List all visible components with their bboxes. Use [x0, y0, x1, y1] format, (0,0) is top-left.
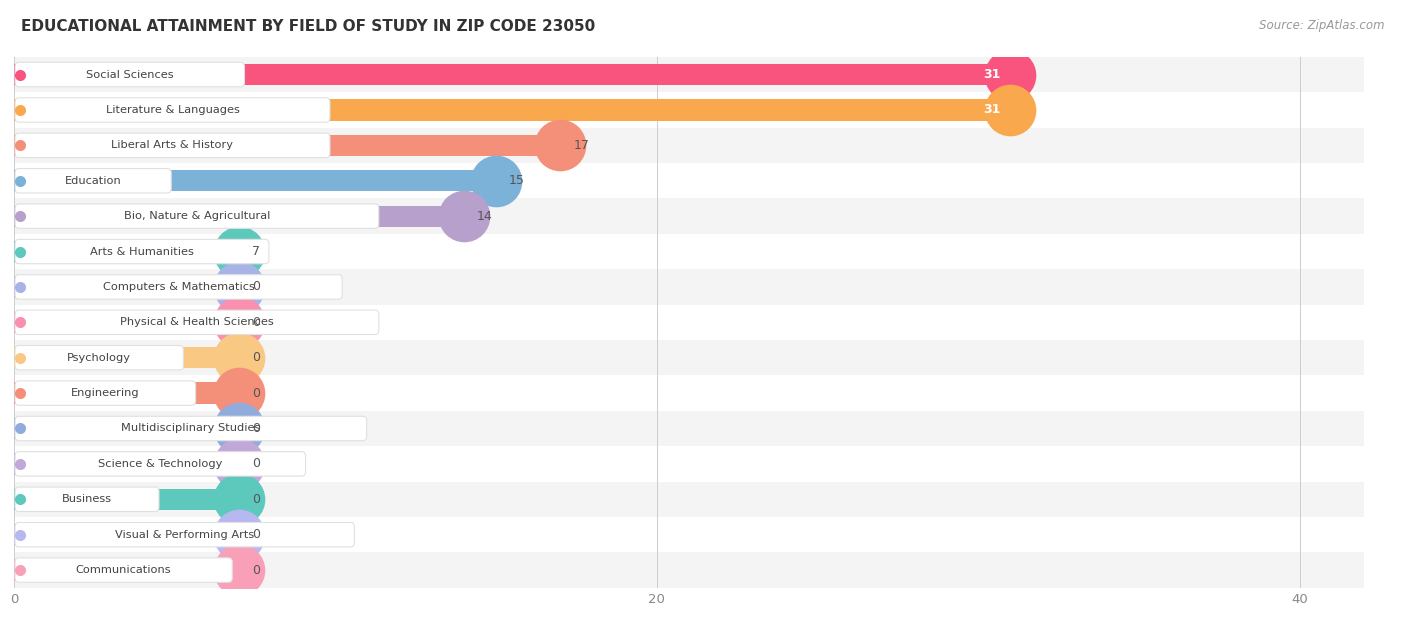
Text: Source: ZipAtlas.com: Source: ZipAtlas.com: [1260, 19, 1385, 32]
Bar: [14, 276, 239, 298]
FancyBboxPatch shape: [15, 523, 354, 547]
Text: Visual & Performing Arts: Visual & Performing Arts: [115, 530, 254, 540]
FancyBboxPatch shape: [15, 346, 183, 370]
Bar: [14, 347, 239, 368]
FancyBboxPatch shape: [15, 98, 330, 122]
Text: Multidisciplinary Studies: Multidisciplinary Studies: [121, 423, 260, 434]
Text: 31: 31: [983, 104, 1001, 116]
Bar: [14, 517, 1364, 552]
Text: 0: 0: [252, 387, 260, 399]
Bar: [14, 482, 1364, 517]
Bar: [14, 453, 239, 475]
Text: Arts & Humanities: Arts & Humanities: [90, 246, 194, 257]
Bar: [14, 312, 239, 333]
FancyBboxPatch shape: [15, 416, 367, 441]
Bar: [14, 170, 496, 191]
FancyBboxPatch shape: [15, 275, 342, 299]
Text: 7: 7: [252, 245, 260, 258]
FancyBboxPatch shape: [15, 204, 378, 228]
Text: 0: 0: [252, 564, 260, 576]
Text: 0: 0: [252, 351, 260, 364]
Bar: [14, 375, 1364, 411]
Text: Social Sciences: Social Sciences: [86, 70, 173, 80]
FancyBboxPatch shape: [15, 169, 172, 193]
FancyBboxPatch shape: [15, 240, 269, 264]
Text: 0: 0: [252, 528, 260, 541]
Text: Physical & Health Sciences: Physical & Health Sciences: [120, 317, 274, 327]
Bar: [14, 128, 1364, 163]
Bar: [14, 489, 239, 510]
Text: Engineering: Engineering: [72, 388, 139, 398]
Text: 0: 0: [252, 458, 260, 470]
Text: 0: 0: [252, 493, 260, 506]
FancyBboxPatch shape: [15, 452, 305, 476]
Text: 0: 0: [252, 422, 260, 435]
Bar: [14, 99, 1011, 121]
Bar: [14, 57, 1364, 92]
Bar: [14, 418, 239, 439]
Text: Psychology: Psychology: [67, 353, 131, 363]
FancyBboxPatch shape: [15, 310, 378, 334]
FancyBboxPatch shape: [15, 133, 330, 157]
Text: 0: 0: [252, 316, 260, 329]
Text: Communications: Communications: [76, 565, 172, 575]
Text: 17: 17: [574, 139, 589, 152]
FancyBboxPatch shape: [15, 487, 159, 511]
FancyBboxPatch shape: [15, 63, 245, 87]
Bar: [14, 241, 239, 262]
Text: Science & Technology: Science & Technology: [98, 459, 222, 469]
Bar: [14, 135, 561, 156]
Text: Literature & Languages: Literature & Languages: [105, 105, 239, 115]
Text: Computers & Mathematics: Computers & Mathematics: [103, 282, 254, 292]
Bar: [14, 269, 1364, 305]
Bar: [14, 64, 1011, 85]
Bar: [14, 411, 1364, 446]
Bar: [14, 340, 1364, 375]
Bar: [14, 305, 1364, 340]
FancyBboxPatch shape: [15, 381, 195, 405]
Text: Bio, Nature & Agricultural: Bio, Nature & Agricultural: [124, 211, 270, 221]
Bar: [14, 382, 239, 404]
Bar: [14, 205, 464, 227]
Text: Liberal Arts & History: Liberal Arts & History: [111, 140, 233, 150]
Text: Education: Education: [65, 176, 121, 186]
Bar: [14, 163, 1364, 198]
Text: Business: Business: [62, 494, 112, 504]
Bar: [14, 524, 239, 545]
Bar: [14, 552, 1364, 588]
Bar: [14, 559, 239, 581]
FancyBboxPatch shape: [15, 558, 232, 582]
Bar: [14, 198, 1364, 234]
Text: EDUCATIONAL ATTAINMENT BY FIELD OF STUDY IN ZIP CODE 23050: EDUCATIONAL ATTAINMENT BY FIELD OF STUDY…: [21, 19, 595, 34]
Text: 15: 15: [509, 174, 524, 187]
Text: 0: 0: [252, 281, 260, 293]
Bar: [14, 92, 1364, 128]
Text: 14: 14: [477, 210, 492, 222]
Text: 31: 31: [983, 68, 1001, 81]
Bar: [14, 234, 1364, 269]
Bar: [14, 446, 1364, 482]
